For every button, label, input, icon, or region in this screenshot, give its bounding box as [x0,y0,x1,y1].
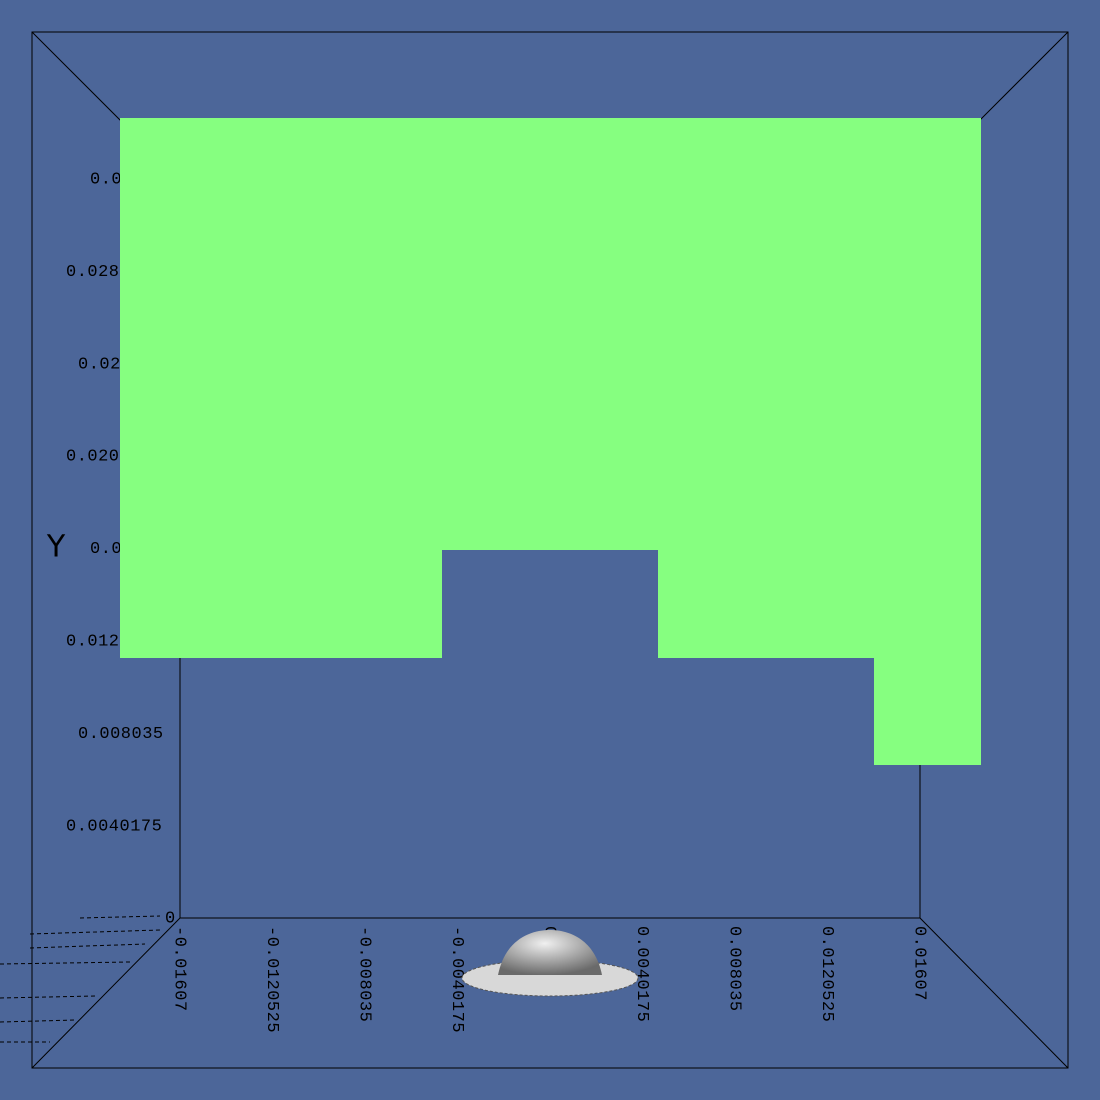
z-label-fragment [0,961,131,965]
z-label-fragment [29,929,161,935]
x-tick-label: -0.01607 [170,926,189,1012]
y-tick-label: 0.0040175 [66,817,162,836]
x-tick-label: 0.0040175 [632,926,651,1022]
x-tick-label: 0.01607 [910,926,929,1001]
dome-object [461,930,639,997]
x-tick-label: -0.0120525 [262,926,281,1033]
y-axis-title: Y [46,530,66,565]
z-label-fragment [79,915,161,919]
z-label-fragment [0,1019,76,1023]
x-tick-label: -0.0040175 [447,926,466,1033]
y-tick-label: 0.0 [90,540,122,559]
y-tick-label: 0.02 [78,355,121,374]
y-tick-label: 0 [165,910,176,929]
x-tick-label: 0.008035 [725,926,744,1012]
box-edge [919,917,1069,1069]
green-region [120,118,981,765]
x-tick-labels: -0.01607-0.0120525-0.008035-0.004017500.… [170,926,929,1033]
box-edge [31,917,181,1069]
dome-cap [498,930,602,975]
y-tick-labels: 0.0 0.028 0.02 0.020 0.0 0.012 0.008035 0.00401… [66,170,176,929]
y-tick-label: 0.0 [90,170,122,189]
z-axis-labels [0,915,161,1043]
y-tick-label: 0.020 [66,448,120,467]
outer-box [31,31,1069,1069]
x-tick-label: -0.008035 [355,926,374,1022]
z-label-fragment [0,995,96,999]
y-tick-label: 0.028 [66,263,120,282]
z-label-fragment [29,943,146,949]
x-tick-label: 0.0120525 [817,926,836,1022]
y-tick-label: 0.008035 [78,725,164,744]
y-tick-label: 0.012 [66,632,120,651]
